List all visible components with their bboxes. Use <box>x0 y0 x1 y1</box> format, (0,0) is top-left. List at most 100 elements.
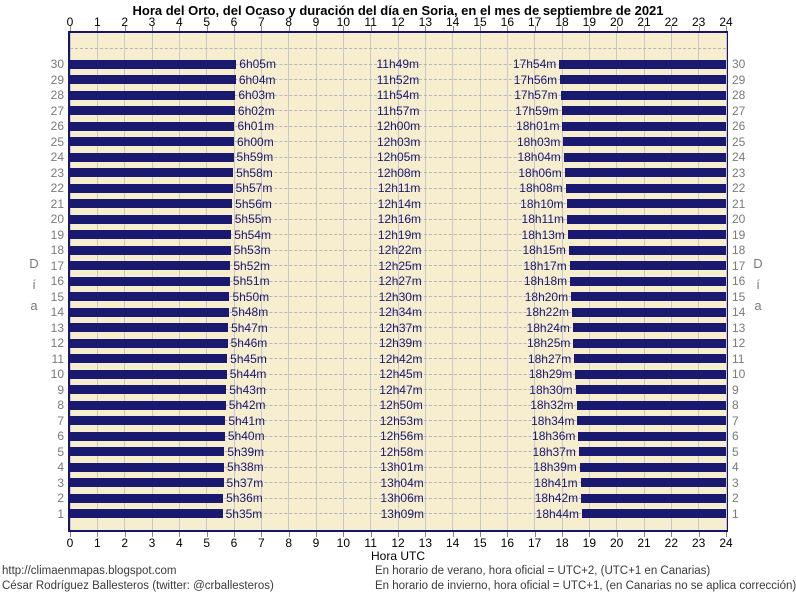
night-bar-before-sunrise <box>70 416 226 425</box>
day-duration-label: 12h45m <box>379 367 423 381</box>
night-bar-after-sunset <box>572 323 726 332</box>
x-tick-mark <box>70 532 71 537</box>
y-tick-label: 27 <box>732 103 746 118</box>
x-tick-label: 15 <box>473 15 487 29</box>
day-duration-label: 12h53m <box>379 413 424 428</box>
y-tick-label: 29 <box>50 72 64 87</box>
y-tick-label: 30 <box>50 57 64 71</box>
night-bar-before-sunrise <box>70 183 233 193</box>
x-tick-label: 11 <box>364 15 377 29</box>
day-duration-label: 13h09m <box>380 506 424 521</box>
x-tick-mark <box>206 532 208 537</box>
day-gridline <box>70 389 726 390</box>
x-tick-label: 4 <box>175 536 183 550</box>
hour-gridline <box>561 33 563 530</box>
y-tick-label: 1 <box>57 506 64 521</box>
night-bar-before-sunrise <box>70 59 237 69</box>
sunrise-time-label: 6h05m <box>239 57 276 71</box>
night-bar-before-sunrise <box>70 90 236 100</box>
x-tick-mark <box>398 532 399 537</box>
x-tick-label: 19 <box>582 15 597 29</box>
x-tick-label: 12 <box>391 536 405 550</box>
y-tick-label: 20 <box>732 212 746 226</box>
night-bar-before-sunrise <box>70 168 234 177</box>
night-bar-before-sunrise <box>70 354 228 363</box>
sunset-time-label: 18h37m <box>532 444 576 459</box>
x-tick-label: 13 <box>418 15 433 29</box>
night-bar-after-sunset <box>567 214 726 224</box>
x-tick-label: 16 <box>500 15 515 29</box>
y-tick-label: 6 <box>732 429 739 443</box>
day-gridline <box>70 373 726 375</box>
y-tick-label: 5 <box>57 444 64 459</box>
night-bar-before-sunrise <box>70 400 226 410</box>
day-duration-label: 12h16m <box>377 212 422 226</box>
y-tick-label: 20 <box>50 212 64 226</box>
day-duration-label: 12h11m <box>377 181 421 195</box>
hour-gridline <box>315 33 317 530</box>
day-gridline <box>70 435 726 437</box>
sunrise-time-label: 5h47m <box>231 320 268 335</box>
day-gridline <box>70 172 726 173</box>
x-tick-mark <box>589 26 591 31</box>
day-gridline <box>70 466 726 468</box>
y-tick-label: 19 <box>50 227 64 242</box>
night-bar-before-sunrise <box>70 369 227 379</box>
sunrise-time-label: 5h35m <box>225 506 263 521</box>
y-tick-label: 23 <box>50 165 64 180</box>
x-tick-mark <box>480 532 481 537</box>
x-tick-label: 18 <box>555 15 569 29</box>
x-tick-mark <box>288 26 290 31</box>
x-tick-mark <box>179 532 181 537</box>
sunset-time-label: 18h03m <box>516 134 561 149</box>
night-bar-before-sunrise <box>70 509 223 518</box>
night-bar-before-sunrise <box>70 292 230 301</box>
x-tick-label: 0 <box>66 15 74 29</box>
day-gridline <box>70 203 726 204</box>
day-duration-label: 12h56m <box>379 429 424 443</box>
y-tick-label: 21 <box>732 196 746 211</box>
night-bar-before-sunrise <box>70 121 235 131</box>
day-gridline <box>70 280 726 282</box>
day-gridline <box>70 420 726 421</box>
sunset-time-label: 18h17m <box>523 258 567 273</box>
y-tick-label: 24 <box>50 150 64 164</box>
x-axis-label: Hora UTC <box>370 549 425 563</box>
x-tick-label: 24 <box>719 536 733 550</box>
sunset-time-label: 18h34m <box>531 413 575 428</box>
x-tick-label: 17 <box>527 536 542 550</box>
y-tick-label: 12 <box>732 336 746 350</box>
y-tick-label: 23 <box>732 165 746 180</box>
night-bar-before-sunrise <box>70 245 231 255</box>
x-tick-mark <box>261 26 263 31</box>
night-bar-after-sunset <box>577 416 726 425</box>
sunrise-time-label: 6h04m <box>238 72 276 87</box>
sunrise-time-label: 6h00m <box>237 134 274 149</box>
x-tick-label: 7 <box>257 15 265 29</box>
x-tick-label: 16 <box>500 536 515 550</box>
night-bar-after-sunset <box>564 168 726 177</box>
night-bar-after-sunset <box>569 261 726 270</box>
x-tick-label: 10 <box>336 15 351 29</box>
hour-gridline <box>479 33 481 530</box>
day-duration-label: 12h25m <box>378 258 422 273</box>
day-duration-label: 13h01m <box>380 460 424 474</box>
sunset-time-label: 18h29m <box>528 367 573 381</box>
day-gridline <box>70 125 726 127</box>
night-bar-before-sunrise <box>70 106 235 115</box>
night-bar-after-sunset <box>565 183 726 193</box>
y-tick-label: 21 <box>50 196 64 211</box>
x-tick-label: 9 <box>312 15 320 29</box>
x-tick-mark <box>562 532 563 537</box>
hour-gridline <box>725 33 727 530</box>
x-tick-mark <box>616 532 618 537</box>
y-tick-label: 16 <box>50 274 64 288</box>
x-tick-mark <box>343 26 345 31</box>
y-axis-label-left: D í a <box>29 256 39 313</box>
night-bar-after-sunset <box>559 59 726 69</box>
day-gridline <box>70 187 726 189</box>
sunset-time-label: 18h08m <box>519 181 563 195</box>
x-tick-mark <box>234 532 235 537</box>
day-duration-label: 12h05m <box>376 150 421 164</box>
night-bar-after-sunset <box>580 478 726 487</box>
